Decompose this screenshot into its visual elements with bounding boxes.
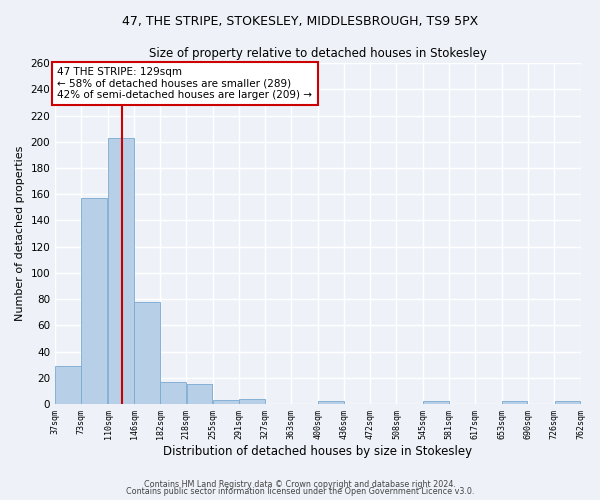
Text: Contains public sector information licensed under the Open Government Licence v3: Contains public sector information licen… — [126, 487, 474, 496]
Bar — [160, 382, 186, 404]
Text: Contains HM Land Registry data © Crown copyright and database right 2024.: Contains HM Land Registry data © Crown c… — [144, 480, 456, 489]
Bar — [502, 402, 527, 404]
Bar — [108, 138, 134, 404]
Bar — [82, 198, 107, 404]
Bar — [134, 302, 160, 404]
Text: 47 THE STRIPE: 129sqm
← 58% of detached houses are smaller (289)
42% of semi-det: 47 THE STRIPE: 129sqm ← 58% of detached … — [58, 67, 313, 100]
Bar — [554, 402, 580, 404]
Title: Size of property relative to detached houses in Stokesley: Size of property relative to detached ho… — [149, 48, 487, 60]
Y-axis label: Number of detached properties: Number of detached properties — [15, 146, 25, 322]
Bar — [187, 384, 212, 404]
X-axis label: Distribution of detached houses by size in Stokesley: Distribution of detached houses by size … — [163, 444, 472, 458]
Bar — [55, 366, 81, 404]
Text: 47, THE STRIPE, STOKESLEY, MIDDLESBROUGH, TS9 5PX: 47, THE STRIPE, STOKESLEY, MIDDLESBROUGH… — [122, 15, 478, 28]
Bar — [424, 402, 449, 404]
Bar — [214, 400, 239, 404]
Bar — [319, 402, 344, 404]
Bar — [239, 399, 265, 404]
